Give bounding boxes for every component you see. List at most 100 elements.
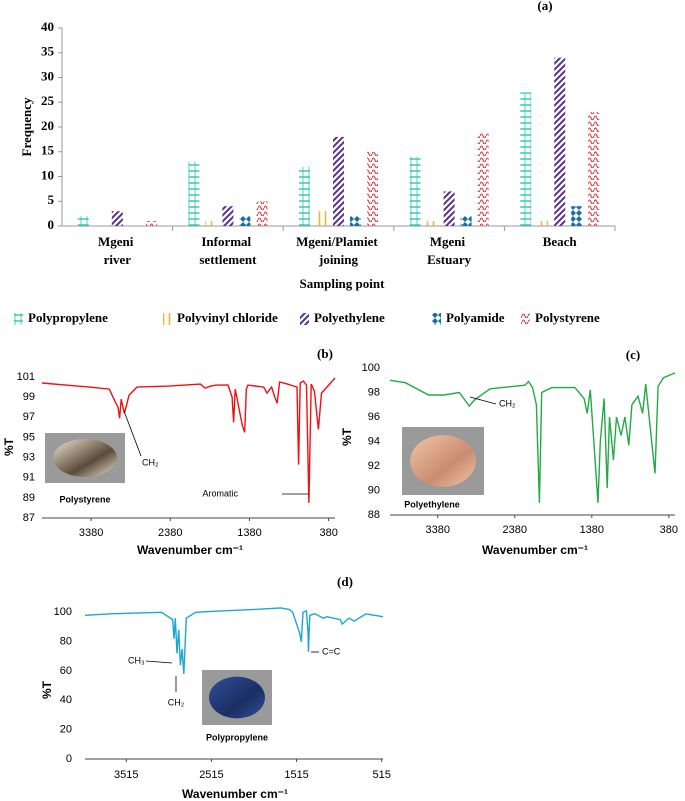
- sample-caption: Polypropylene: [206, 732, 268, 742]
- bar: [77, 216, 89, 226]
- bar: [477, 131, 489, 226]
- sample-caption: Polyethylene: [404, 499, 460, 509]
- bar: [409, 156, 421, 226]
- bar: [460, 216, 472, 226]
- y-tick-label: 20: [41, 118, 54, 133]
- y-tick-label: 10: [41, 167, 54, 182]
- panel-label: (c): [626, 347, 640, 362]
- bar: [588, 112, 600, 226]
- x-tick-label: Beach: [543, 234, 578, 249]
- x-tick-label: Mgeni/Plamiet joining: [296, 234, 381, 267]
- y-tick-label: 40: [60, 694, 72, 706]
- y-axis-title: %T: [40, 680, 54, 699]
- legend-label: Polypropylene: [28, 310, 108, 325]
- y-tick-label: 93: [23, 451, 35, 463]
- x-tick-label: 2380: [158, 527, 182, 539]
- y-tick-label: 0: [66, 753, 72, 765]
- y-tick-label: 90: [368, 484, 380, 496]
- bar: [256, 201, 268, 226]
- x-tick-label: 3515: [114, 769, 138, 781]
- y-tick-label: 0: [48, 217, 55, 232]
- legend-label: Polyamide: [446, 310, 505, 325]
- y-tick-label: 89: [23, 492, 35, 504]
- y-tick-label: 20: [60, 724, 72, 736]
- bar: [443, 191, 455, 226]
- legend-swatch: [14, 313, 23, 325]
- bar: [367, 151, 378, 226]
- x-tick-label: 3380: [79, 527, 103, 539]
- bar: [537, 221, 549, 226]
- x-tick-label: Informal settlement: [199, 234, 257, 267]
- bar: [426, 221, 438, 226]
- x-tick-label: 3380: [426, 524, 450, 536]
- y-axis-title: %T: [340, 427, 354, 446]
- legend-swatch: [521, 313, 530, 325]
- x-tick-label: 2515: [199, 769, 223, 781]
- y-tick-label: 92: [368, 460, 380, 472]
- x-axis-title: Wavenumber cm⁻¹: [137, 543, 243, 557]
- y-tick-label: 98: [368, 386, 380, 398]
- bar: [333, 136, 344, 226]
- annotation-leader: [123, 410, 142, 457]
- x-tick-label: 1515: [284, 769, 308, 781]
- y-tick-label: 60: [60, 665, 72, 677]
- y-tick-label: 101: [17, 371, 35, 383]
- sample-caption: Polystyrene: [59, 494, 110, 504]
- y-tick-label: 25: [41, 93, 55, 108]
- legend-swatch: [300, 313, 309, 325]
- y-tick-label: 100: [54, 606, 72, 618]
- y-tick-label: 30: [41, 68, 54, 83]
- annotation: CH₂: [142, 457, 159, 467]
- y-tick-label: 94: [368, 435, 380, 447]
- y-tick-label: 99: [23, 391, 35, 403]
- y-tick-label: 35: [41, 44, 55, 59]
- sample-piece: [53, 439, 117, 477]
- bar: [111, 211, 123, 226]
- panel-label: (d): [337, 574, 353, 589]
- x-tick-label: 2380: [503, 524, 527, 536]
- x-axis-title: Wavenumber cm⁻¹: [182, 787, 288, 801]
- x-axis-title: Sampling point: [300, 276, 386, 291]
- legend-label: Polyvinyl chloride: [177, 310, 278, 325]
- y-tick-label: 87: [23, 512, 35, 524]
- bar: [316, 211, 327, 226]
- legend-label: Polyethylene: [314, 310, 385, 325]
- spectrum-line: [41, 377, 336, 503]
- y-tick-label: 100: [362, 362, 380, 374]
- y-tick-label: 40: [41, 19, 54, 34]
- y-tick-label: 15: [41, 143, 55, 158]
- panel-label: (b): [317, 346, 333, 361]
- bar: [299, 166, 310, 226]
- y-tick-label: 95: [23, 431, 35, 443]
- x-tick-label: Mgeni river: [98, 234, 137, 267]
- sample-piece: [209, 676, 265, 719]
- y-tick-label: 80: [60, 636, 72, 648]
- spectrum-line: [84, 607, 384, 674]
- y-tick-label: 97: [23, 411, 35, 423]
- y-axis-title: %T: [2, 437, 16, 456]
- bar: [520, 92, 532, 226]
- x-tick-label: 1380: [237, 527, 261, 539]
- annotation-leader: [469, 396, 497, 405]
- bar: [239, 216, 251, 226]
- legend-swatch: [163, 313, 172, 325]
- x-tick-label: 1380: [580, 524, 604, 536]
- y-tick-label: 91: [23, 472, 35, 484]
- x-axis-title: Wavenumber cm⁻¹: [482, 543, 588, 557]
- bar: [205, 221, 217, 226]
- panel-label: (a): [537, 0, 552, 13]
- bar: [188, 161, 200, 226]
- annotation: CH₂: [168, 697, 185, 707]
- bar: [145, 221, 157, 226]
- x-tick-label: 380: [319, 527, 337, 539]
- annotation: CH₂: [499, 398, 516, 408]
- annotation-leader: [145, 660, 173, 664]
- y-tick-label: 5: [48, 192, 55, 207]
- bar: [571, 206, 583, 226]
- legend-label: Polystyrene: [535, 310, 600, 325]
- bar: [222, 206, 234, 226]
- annotation: CH₃: [128, 655, 145, 665]
- legend-swatch: [432, 313, 441, 325]
- y-tick-label: 88: [368, 509, 380, 521]
